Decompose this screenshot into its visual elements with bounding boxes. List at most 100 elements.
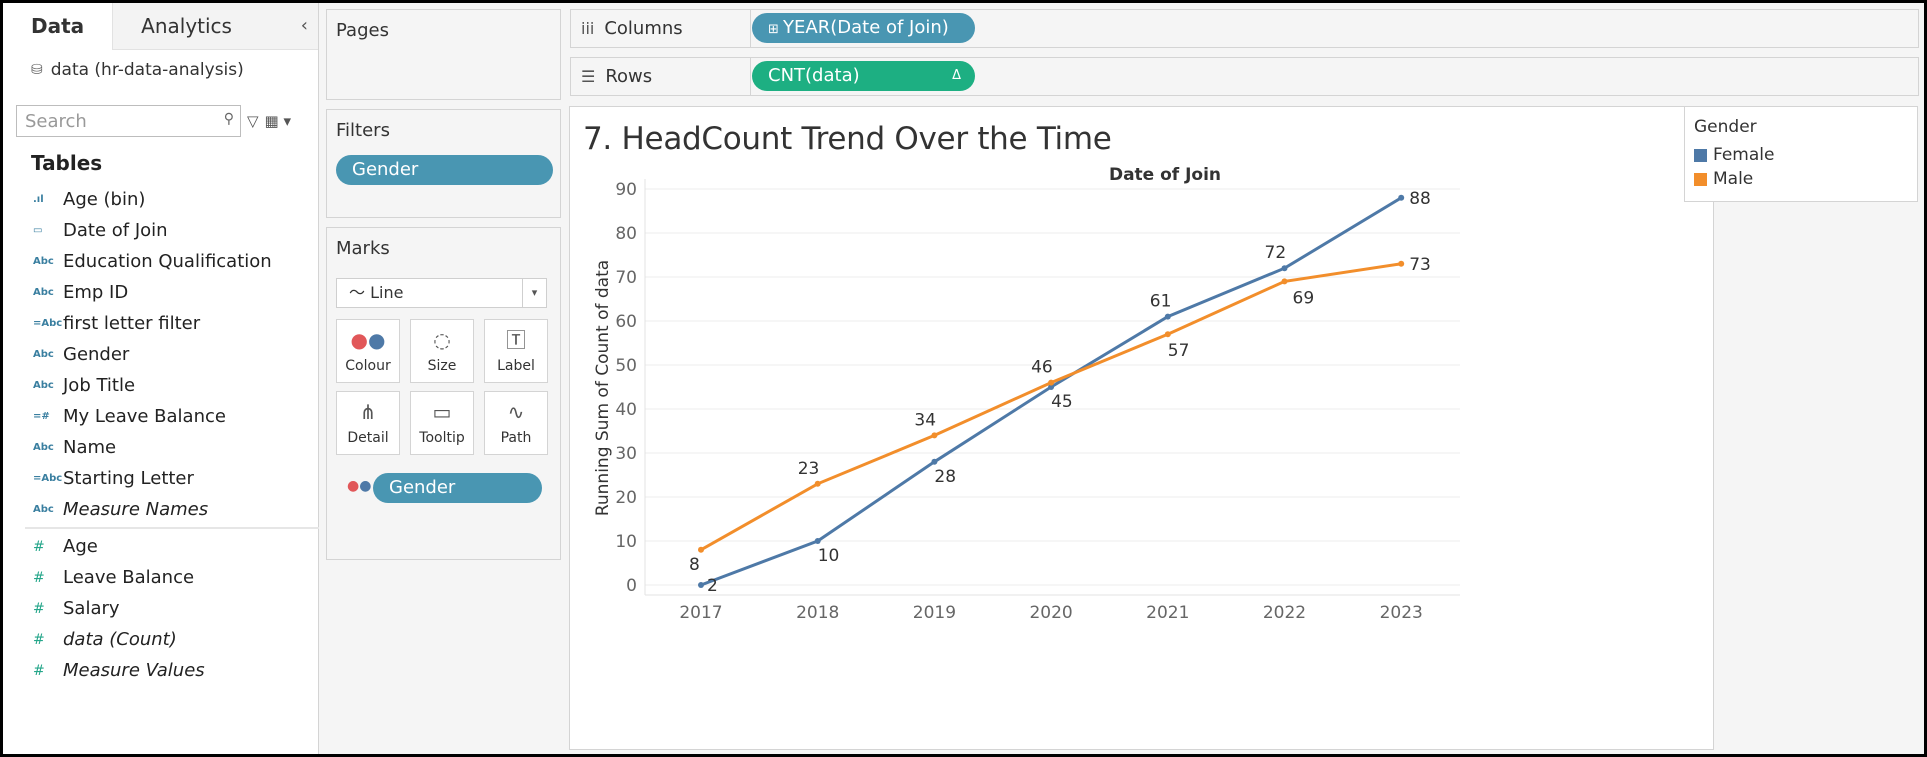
- tableau-window: Data Analytics ‹ ⛁ data (hr-data-analysi…: [3, 3, 1924, 754]
- filters-card: Filters Gender: [326, 109, 561, 218]
- data-label-female: 45: [1051, 392, 1073, 412]
- field-leave-balance[interactable]: # Leave Balance: [3, 562, 319, 593]
- legend-item-male[interactable]: Male: [1685, 167, 1917, 191]
- label-button[interactable]: 🅃 Label: [484, 319, 548, 383]
- size-button[interactable]: ◌ Size: [410, 319, 474, 383]
- y-axis-title: Running Sum of Count of data: [593, 260, 613, 516]
- data-label-male: 8: [689, 555, 700, 575]
- rows-pill[interactable]: CNT(data) Δ: [752, 61, 975, 91]
- histogram-icon: .ıl: [33, 194, 44, 205]
- string-icon: Abc: [33, 380, 54, 391]
- field-job-title[interactable]: Abc Job Title: [3, 370, 319, 401]
- filter-icon[interactable]: ▽: [247, 112, 259, 130]
- legend-label-female: Female: [1713, 145, 1775, 165]
- chevron-down-icon: ▾: [522, 279, 546, 307]
- filter-pill-gender[interactable]: Gender: [336, 155, 553, 185]
- path-button[interactable]: ∿ Path: [484, 391, 548, 455]
- line-chart: 0 10 20 30 40 50 60 70 80 90 2017 2018 2019 2020 2021 2…: [593, 165, 1460, 623]
- field-label: Measure Values: [63, 660, 205, 681]
- field-label: Measure Names: [63, 499, 209, 520]
- field-label: Name: [63, 437, 117, 458]
- data-label-male: 73: [1409, 255, 1431, 275]
- number-icon: #: [33, 631, 45, 648]
- view-options-icon[interactable]: ▦ ▾: [264, 112, 292, 130]
- data-point-male: [1164, 331, 1171, 338]
- field-label: data (Count): [63, 629, 177, 650]
- field-first-letter-filter[interactable]: =Abc first letter filter: [3, 308, 319, 339]
- data-point-female: [1281, 265, 1288, 272]
- data-point-female: [698, 582, 704, 588]
- field-label: Education Qualification: [63, 251, 272, 272]
- field-my-leave-balance[interactable]: =# My Leave Balance: [3, 401, 319, 432]
- field-name[interactable]: Abc Name: [3, 432, 319, 463]
- collapse-pane-icon[interactable]: ‹: [300, 15, 308, 36]
- number-icon: #: [33, 538, 45, 555]
- viz-title: 7. HeadCount Trend Over the Time: [583, 121, 1112, 157]
- string-icon: Abc: [33, 442, 54, 453]
- colour-button[interactable]: ●● Colour: [336, 319, 400, 383]
- legend-swatch-male: [1694, 172, 1707, 186]
- field-salary[interactable]: # Salary: [3, 593, 319, 624]
- calendar-icon: ▭: [33, 225, 43, 236]
- line-mark-icon: 〜: [349, 283, 371, 302]
- data-source[interactable]: ⛁ data (hr-data-analysis): [3, 50, 318, 90]
- data-label-male: 23: [798, 459, 820, 479]
- string-icon: Abc: [33, 287, 54, 298]
- search-input[interactable]: Search ⚲: [16, 105, 241, 137]
- calculated-string-icon: =Abc: [33, 473, 63, 484]
- legend-title: Gender: [1694, 117, 1757, 137]
- columns-icon: iii: [581, 19, 595, 38]
- calculated-number-icon: =#: [33, 411, 50, 422]
- field-age-bin[interactable]: .ıl Age (bin): [3, 184, 319, 215]
- marks-card: Marks 〜 Line ▾ ●● Colour ◌ Size 🅃 Label …: [326, 227, 561, 560]
- field-measure-values[interactable]: # Measure Values: [3, 655, 319, 686]
- columns-shelf: iii Columns ⊞ YEAR(Date of Join): [570, 9, 1919, 48]
- y-tick-label: 70: [615, 268, 637, 288]
- field-label: Age: [63, 536, 98, 557]
- data-label-female: 88: [1409, 189, 1431, 209]
- tab-analytics[interactable]: Analytics: [113, 3, 318, 50]
- data-point-male: [1398, 260, 1405, 267]
- size-icon: ◌: [433, 328, 451, 352]
- legend-item-female[interactable]: Female: [1685, 143, 1917, 167]
- field-age[interactable]: # Age: [3, 531, 319, 562]
- string-icon: Abc: [33, 504, 54, 515]
- field-label: Emp ID: [63, 282, 129, 303]
- data-point-male: [1281, 278, 1288, 285]
- x-tick-label: 2023: [1380, 603, 1423, 623]
- rows-shelf: ☰ Rows CNT(data) Δ: [570, 57, 1919, 96]
- field-label: My Leave Balance: [63, 406, 226, 427]
- field-education-qualification[interactable]: Abc Education Qualification: [3, 246, 319, 277]
- x-tick-label: 2017: [679, 603, 722, 623]
- detail-button[interactable]: ⋔ Detail: [336, 391, 400, 455]
- y-tick-label: 60: [615, 312, 637, 332]
- x-tick-label: 2018: [796, 603, 839, 623]
- mark-type-select[interactable]: 〜 Line ▾: [336, 278, 547, 308]
- x-tick-label: 2020: [1029, 603, 1072, 623]
- field-gender[interactable]: Abc Gender: [3, 339, 319, 370]
- colour-icon: ●●: [350, 328, 386, 352]
- field-data-count[interactable]: # data (Count): [3, 624, 319, 655]
- tooltip-button[interactable]: ▭ Tooltip: [410, 391, 474, 455]
- viz-area: 7. HeadCount Trend Over the Time 0 10 20 30…: [569, 106, 1714, 750]
- label-label: Label: [497, 358, 535, 374]
- path-label: Path: [500, 430, 532, 446]
- field-measure-names[interactable]: Abc Measure Names: [3, 494, 319, 525]
- pane-tabs: Data Analytics ‹: [3, 3, 318, 50]
- field-emp-id[interactable]: Abc Emp ID: [3, 277, 319, 308]
- data-label-male: 46: [1031, 358, 1053, 378]
- tab-data[interactable]: Data: [3, 3, 114, 50]
- y-tick-label: 40: [615, 400, 637, 420]
- data-label-male: 34: [914, 410, 936, 430]
- field-date-of-join[interactable]: ▭ Date of Join: [3, 215, 319, 246]
- columns-pill[interactable]: ⊞ YEAR(Date of Join): [752, 13, 975, 43]
- data-point-female: [931, 458, 938, 465]
- x-tick-label: 2019: [913, 603, 956, 623]
- field-starting-letter[interactable]: =Abc Starting Letter: [3, 463, 319, 494]
- database-icon: ⛁: [31, 62, 43, 78]
- rows-label: Rows: [605, 66, 653, 87]
- size-label: Size: [427, 358, 457, 374]
- y-tick-label: 20: [615, 488, 637, 508]
- color-pill-gender[interactable]: Gender: [373, 473, 542, 503]
- search-icon: ⚲: [223, 111, 234, 127]
